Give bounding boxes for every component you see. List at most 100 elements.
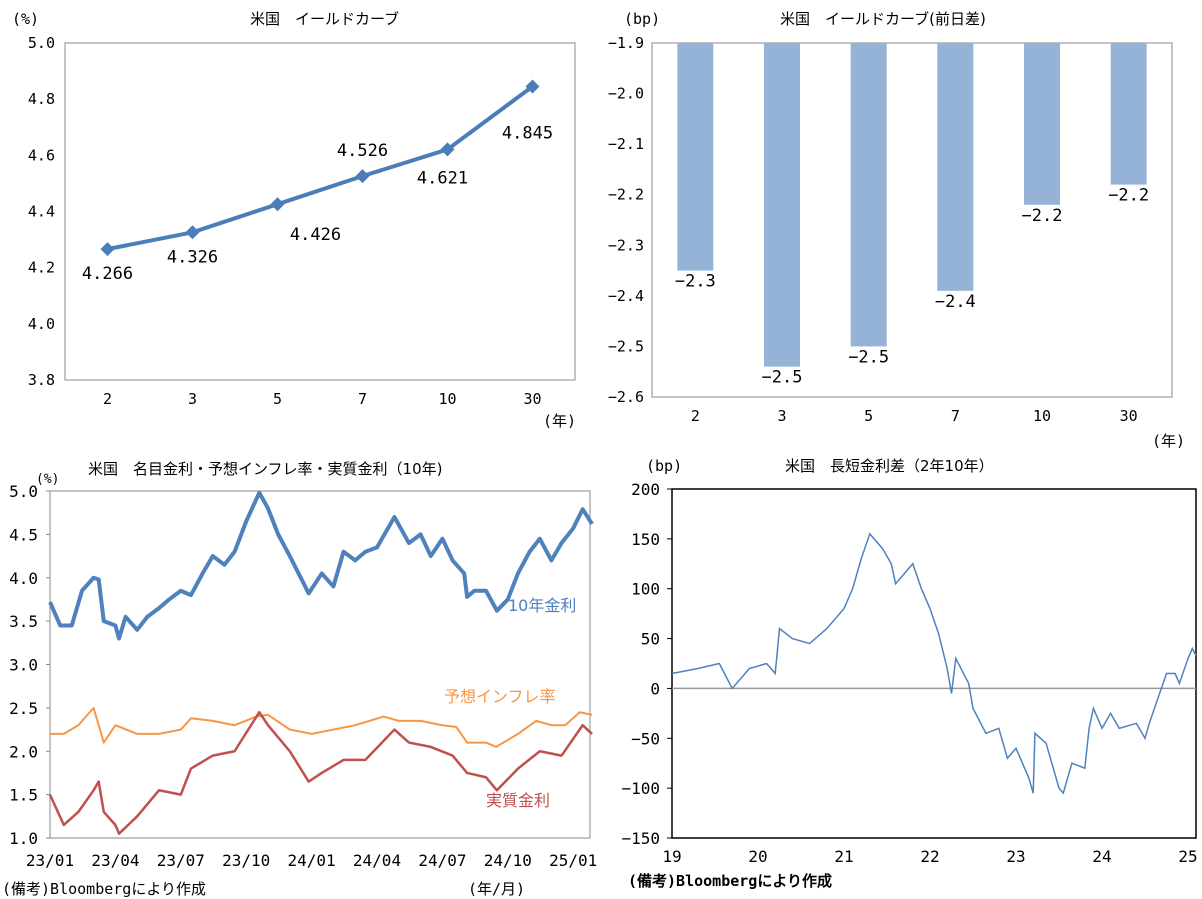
y-tick-label: 4.2 bbox=[28, 259, 55, 277]
series-label: 予想インフレ率 bbox=[444, 687, 556, 706]
chart4-plot-area bbox=[671, 488, 1197, 839]
x-tick-label: 30 bbox=[1120, 407, 1138, 425]
bar bbox=[850, 43, 887, 347]
x-tick-label: 10 bbox=[438, 390, 456, 408]
x-tick-label: 23 bbox=[1006, 847, 1025, 866]
chart1-plot-area bbox=[64, 42, 576, 381]
data-label: 4.426 bbox=[290, 225, 341, 245]
y-tick-label: 2.0 bbox=[9, 742, 38, 761]
data-label: 4.621 bbox=[417, 168, 468, 188]
y-tick-label: 0 bbox=[650, 679, 660, 698]
data-point-marker bbox=[525, 79, 540, 94]
y-tick-label: 3.8 bbox=[28, 371, 55, 389]
x-tick-label: 21 bbox=[834, 847, 853, 866]
chart2-x-unit: (年) bbox=[1152, 432, 1185, 450]
y-tick-label: 4.4 bbox=[28, 203, 55, 221]
x-tick-label: 10 bbox=[1033, 407, 1051, 425]
x-tick-label: 22 bbox=[920, 847, 939, 866]
y-tick-label: −2.3 bbox=[608, 236, 644, 254]
chart2-y-unit: (bp) bbox=[624, 10, 660, 28]
x-tick-label: 23/01 bbox=[26, 851, 74, 870]
chart1-y-unit: (%) bbox=[12, 10, 39, 28]
x-tick-label: 23/04 bbox=[91, 851, 139, 870]
y-tick-label: 5.0 bbox=[9, 482, 38, 501]
x-tick-label: 7 bbox=[951, 407, 960, 425]
y-tick-label: 150 bbox=[631, 530, 660, 549]
yield-curve-change-chart: 米国 イールドカーブ(前日差) (bp) (年) −2.6 −2.5 −2.4 −2.… bbox=[608, 10, 1185, 450]
data-label: 4.266 bbox=[82, 264, 133, 284]
x-tick-label: 5 bbox=[864, 407, 873, 425]
real-rate-line bbox=[48, 710, 593, 835]
data-label: −2.2 bbox=[1108, 186, 1149, 206]
breakeven-inflation-line bbox=[50, 706, 593, 748]
y-tick-label: 200 bbox=[631, 480, 660, 499]
chart4-y-unit: (bp) bbox=[646, 457, 682, 475]
y-tick-label: −2.1 bbox=[608, 135, 644, 153]
y-tick-label: 2.5 bbox=[9, 699, 38, 718]
chart1-x-unit: (年) bbox=[543, 412, 576, 430]
data-label: 4.326 bbox=[167, 247, 218, 267]
y-tick-label: −150 bbox=[621, 829, 660, 848]
chart2-plot-area bbox=[651, 42, 1173, 398]
x-tick-label: 23/10 bbox=[222, 851, 270, 870]
y-tick-label: 4.5 bbox=[9, 525, 38, 544]
spread-line bbox=[671, 532, 1197, 795]
chart3-plot-area bbox=[49, 490, 591, 839]
x-tick-label: 24/04 bbox=[353, 851, 401, 870]
series-label: 実質金利 bbox=[486, 791, 550, 810]
data-label: −2.5 bbox=[848, 347, 889, 367]
y-tick-label: 4.0 bbox=[9, 569, 38, 588]
x-tick-label: 20 bbox=[748, 847, 767, 866]
x-tick-label: 7 bbox=[358, 390, 367, 408]
x-tick-label: 25/01 bbox=[549, 851, 597, 870]
y-tick-label: −50 bbox=[631, 729, 660, 748]
bar bbox=[937, 43, 974, 291]
series-label: 10年金利 bbox=[508, 596, 576, 615]
x-tick-label: 2 bbox=[103, 390, 112, 408]
nominal-10y-line bbox=[48, 490, 594, 641]
y-tick-label: −2.5 bbox=[608, 337, 644, 355]
data-label: −2.2 bbox=[1022, 206, 1063, 226]
chart3-y-unit: (%) bbox=[36, 472, 59, 487]
data-point-marker bbox=[270, 197, 285, 212]
chart1-title: 米国 イールドカーブ bbox=[250, 10, 399, 28]
bar bbox=[1110, 43, 1147, 185]
x-tick-label: 5 bbox=[273, 390, 282, 408]
y-tick-label: 4.6 bbox=[28, 146, 55, 164]
chart3-x-unit: (年/月) bbox=[468, 880, 525, 898]
y-tick-label: 1.5 bbox=[9, 786, 38, 805]
x-tick-label: 30 bbox=[523, 390, 541, 408]
x-tick-label: 3 bbox=[777, 407, 786, 425]
x-tick-label: 3 bbox=[188, 390, 197, 408]
data-label: 4.526 bbox=[337, 141, 388, 161]
y-tick-label: 3.0 bbox=[9, 656, 38, 675]
y-tick-label: −100 bbox=[621, 779, 660, 798]
y-tick-label: −1.9 bbox=[608, 34, 644, 52]
y-tick-label: 4.0 bbox=[28, 315, 55, 333]
y-tick-label: 1.0 bbox=[9, 829, 38, 848]
nominal-inflation-real-rate-chart: 米国 名目金利・予想インフレ率・実質金利（10年) (%) (年/月) (備考)… bbox=[2, 460, 597, 898]
data-point-marker bbox=[185, 225, 200, 240]
x-tick-label: 24/10 bbox=[484, 851, 532, 870]
y-tick-label: 50 bbox=[641, 630, 660, 649]
x-tick-label: 2 bbox=[691, 407, 700, 425]
y-tick-label: −2.4 bbox=[608, 287, 644, 305]
chart3-source-note: (備考)Bloombergにより作成 bbox=[2, 880, 206, 898]
y-tick-label: 5.0 bbox=[28, 34, 55, 52]
x-tick-label: 23/07 bbox=[157, 851, 205, 870]
bar bbox=[764, 43, 800, 367]
x-tick-label: 24/01 bbox=[288, 851, 336, 870]
x-tick-label: 24 bbox=[1092, 847, 1111, 866]
data-point-marker bbox=[440, 142, 455, 157]
bar bbox=[1024, 43, 1060, 205]
data-label: −2.5 bbox=[762, 368, 803, 388]
chart4-title: 米国 長短金利差（2年10年） bbox=[785, 457, 994, 475]
y-tick-label: −2.0 bbox=[608, 85, 644, 103]
bar bbox=[677, 43, 714, 271]
yield-curve-chart: 米国 イールドカーブ (%) (年) 3.8 4.0 4.2 4.4 4.6 4.8 5.0… bbox=[12, 10, 576, 430]
data-point-marker bbox=[355, 169, 370, 184]
data-label: 4.845 bbox=[502, 124, 553, 144]
x-tick-label: 24/07 bbox=[418, 851, 466, 870]
data-label: −2.3 bbox=[675, 272, 716, 292]
